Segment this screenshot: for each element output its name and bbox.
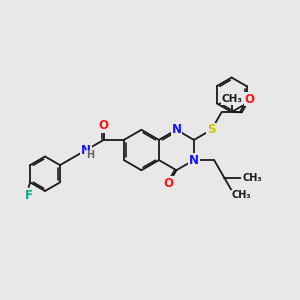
Text: CH₃: CH₃ — [221, 94, 242, 104]
Text: F: F — [25, 189, 33, 203]
Text: O: O — [99, 119, 109, 132]
Text: S: S — [207, 123, 216, 136]
Text: O: O — [244, 93, 254, 106]
Text: N: N — [171, 123, 182, 136]
Text: N: N — [189, 154, 199, 166]
Text: H: H — [86, 150, 94, 160]
Text: N: N — [81, 143, 91, 157]
Text: CH₃: CH₃ — [242, 172, 262, 183]
Text: CH₃: CH₃ — [232, 190, 252, 200]
Text: O: O — [164, 177, 174, 190]
